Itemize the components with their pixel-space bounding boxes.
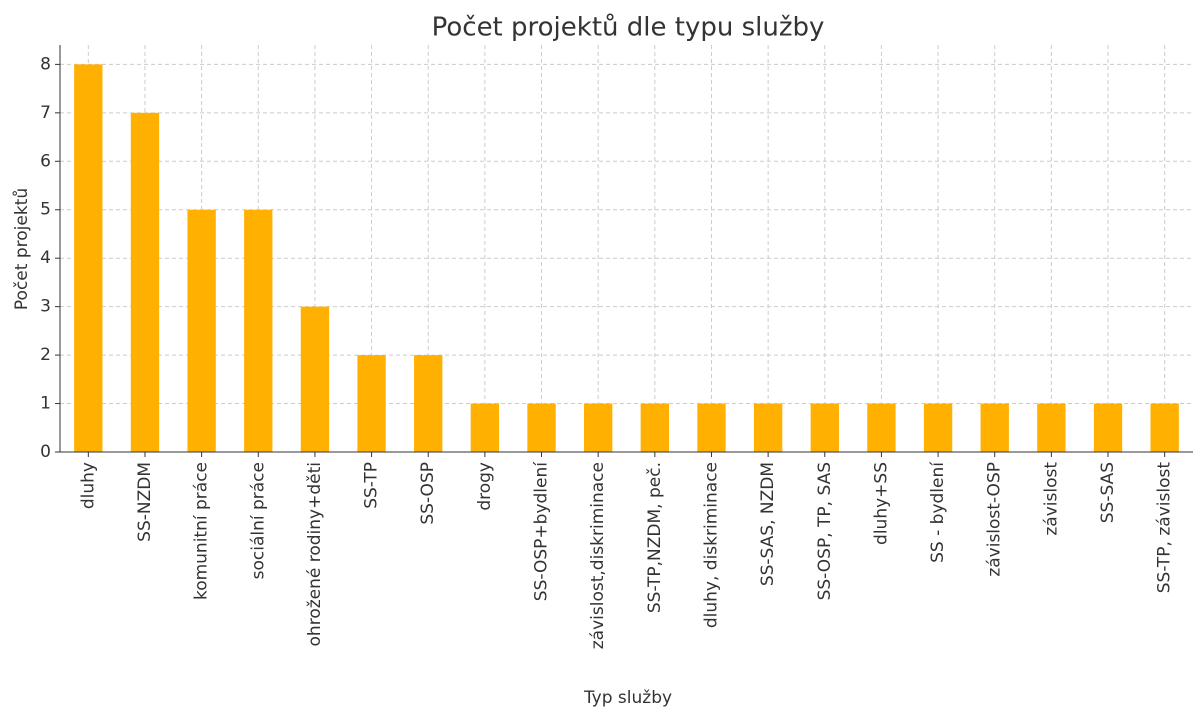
bar <box>357 355 386 452</box>
x-tick-label: ohrožené rodiny+děti <box>305 462 325 646</box>
x-tick-label: SS-SAS, NZDM <box>758 462 778 586</box>
y-tick-label: 3 <box>40 297 51 317</box>
x-tick-label: SS-TP,NZDM, peč. <box>645 462 665 613</box>
x-tick-label: komunitní práce <box>192 462 212 600</box>
bar <box>244 209 273 452</box>
y-tick-label: 1 <box>40 394 51 414</box>
bar <box>470 403 500 452</box>
y-tick-label: 2 <box>40 345 51 365</box>
bar <box>1150 403 1179 452</box>
x-tick-label: dluhy, diskriminace <box>701 462 721 628</box>
x-tick-label: SS-NZDM <box>135 462 155 542</box>
x-tick-label: závislost-OSP <box>985 462 1005 577</box>
y-tick-label: 0 <box>40 442 51 462</box>
bar <box>414 355 443 452</box>
bar <box>130 112 160 452</box>
bar <box>187 209 216 452</box>
x-axis-label: Typ služby <box>583 688 672 708</box>
bar <box>300 306 330 452</box>
x-tick-label: SS-OSP+bydlení <box>532 461 552 601</box>
x-tick-label: sociální práce <box>248 462 268 579</box>
x-tick-label: závislost <box>1041 462 1061 536</box>
x-tick-label: závislost,diskriminace <box>588 462 608 649</box>
x-tick-label: SS-TP <box>362 462 382 509</box>
bar <box>584 403 613 452</box>
x-tick-label: SS-TP, závislost <box>1155 462 1175 594</box>
bar <box>753 403 783 452</box>
bar <box>923 403 953 452</box>
bar <box>697 403 726 452</box>
bar <box>74 64 103 452</box>
bar <box>810 403 839 452</box>
y-tick-label: 5 <box>40 200 51 220</box>
y-tick-label: 7 <box>40 103 51 123</box>
x-tick-label: SS - bydlení <box>928 461 948 563</box>
x-tick-label: SS-SAS <box>1098 462 1118 523</box>
bar <box>1093 403 1123 452</box>
y-tick-label: 8 <box>40 54 51 74</box>
x-tick-label: drogy <box>475 462 495 511</box>
x-tick-label: dluhy <box>78 462 98 509</box>
x-tick-label: dluhy+SS <box>871 462 891 545</box>
chart-title: Počet projektů dle typu služby <box>432 13 825 43</box>
y-tick-label: 6 <box>40 151 51 171</box>
y-axis-label: Počet projektů <box>12 188 32 310</box>
bar <box>640 403 669 452</box>
bar <box>527 403 556 452</box>
x-tick-label: SS-OSP, TP, SAS <box>815 462 835 600</box>
bar <box>867 403 896 452</box>
bar <box>980 403 1009 452</box>
y-tick-label: 4 <box>40 248 51 268</box>
x-tick-label: SS-OSP <box>418 462 438 525</box>
bar <box>1037 403 1066 452</box>
